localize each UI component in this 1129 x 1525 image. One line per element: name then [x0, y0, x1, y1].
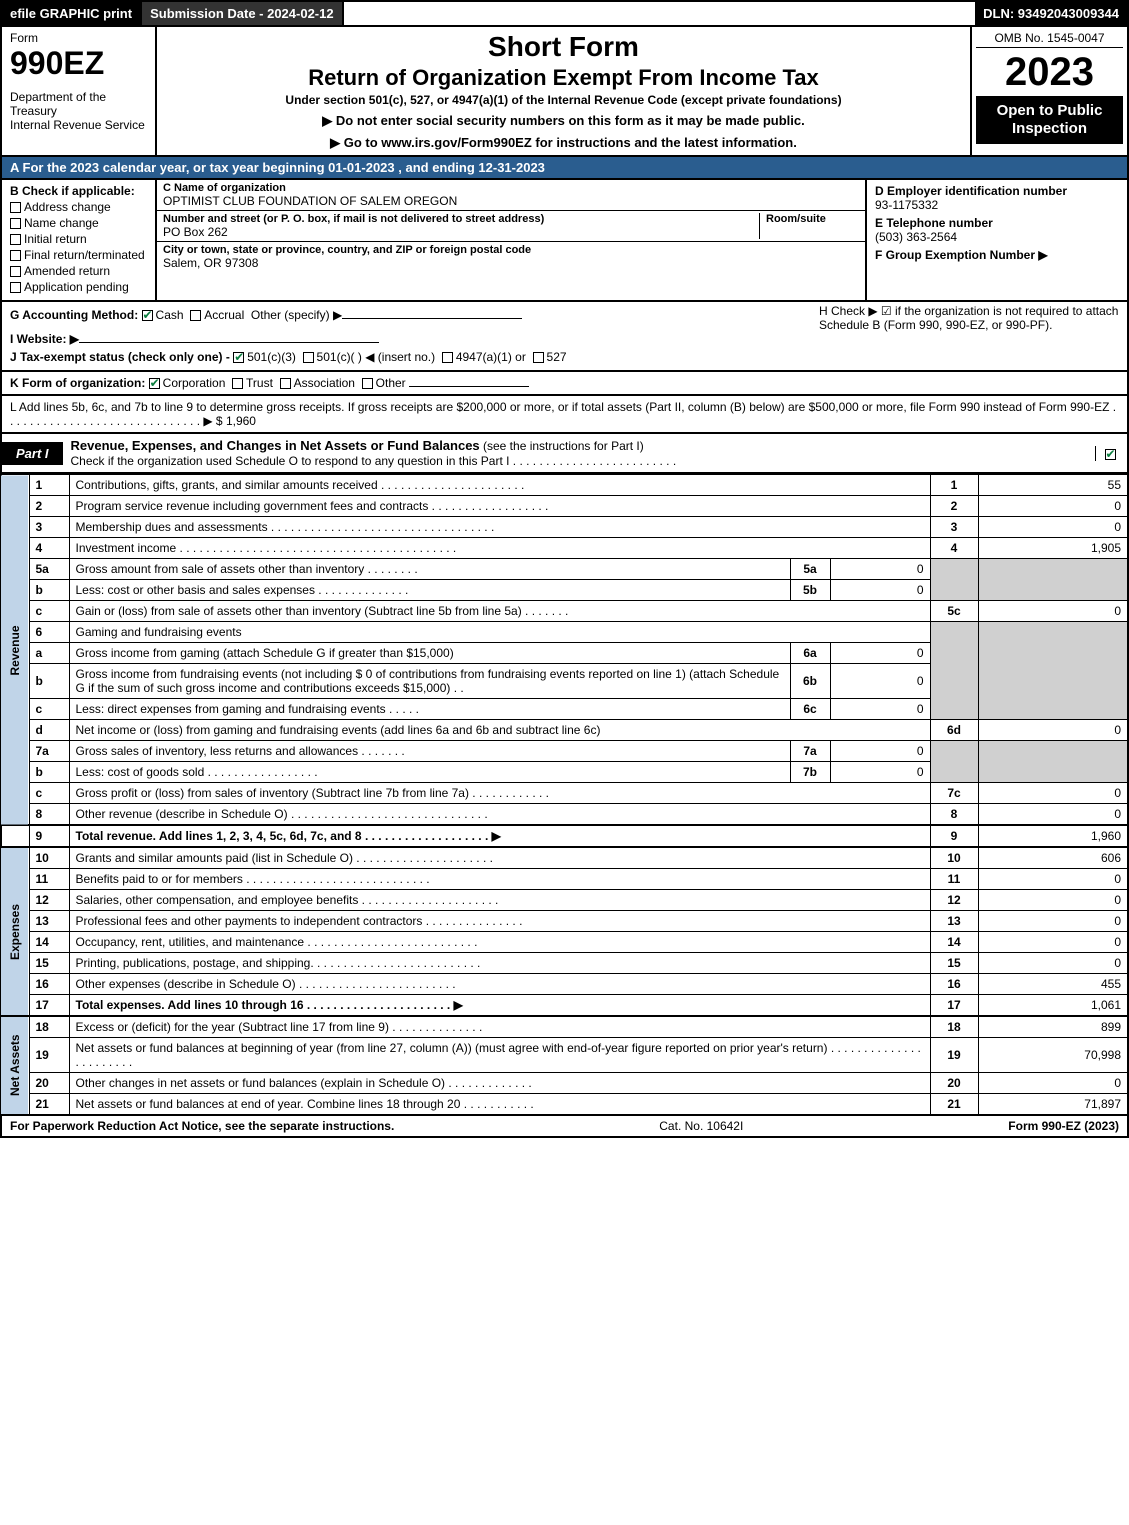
l-gross-receipts: L Add lines 5b, 6c, and 7b to line 9 to …: [0, 396, 1129, 434]
col-b-checkboxes: B Check if applicable: Address change Na…: [2, 180, 157, 300]
header-center: Short Form Return of Organization Exempt…: [157, 27, 972, 155]
line-5a: 5aGross amount from sale of assets other…: [1, 559, 1128, 580]
footer-cat: Cat. No. 10642I: [394, 1119, 1008, 1133]
irs-label: Internal Revenue Service: [10, 118, 147, 132]
form-number: 990EZ: [10, 45, 147, 82]
line-8: 8Other revenue (describe in Schedule O) …: [1, 804, 1128, 826]
c-city-lbl: City or town, state or province, country…: [163, 244, 859, 256]
col-c-org: C Name of organization OPTIMIST CLUB FOU…: [157, 180, 867, 300]
grp-lbl: F Group Exemption Number ▶: [875, 248, 1048, 262]
j-row: J Tax-exempt status (check only one) - 5…: [10, 350, 1119, 364]
line-2: 2Program service revenue including gover…: [1, 496, 1128, 517]
identity-block: B Check if applicable: Address change Na…: [0, 180, 1129, 302]
section-a-calendar: A For the 2023 calendar year, or tax yea…: [0, 157, 1129, 180]
chk-amended[interactable]: Amended return: [10, 264, 147, 278]
line-19: 19Net assets or fund balances at beginni…: [1, 1038, 1128, 1073]
line-17: 17Total expenses. Add lines 10 through 1…: [1, 995, 1128, 1017]
line-7a: 7aGross sales of inventory, less returns…: [1, 741, 1128, 762]
line-21: 21Net assets or fund balances at end of …: [1, 1094, 1128, 1116]
col-d-ids: D Employer identification number93-11753…: [867, 180, 1127, 300]
tel-lbl: E Telephone number: [875, 216, 993, 230]
line-5c: cGain or (loss) from sale of assets othe…: [1, 601, 1128, 622]
line-12: 12Salaries, other compensation, and empl…: [1, 890, 1128, 911]
submission-date: Submission Date - 2024-02-12: [142, 2, 344, 25]
line-3: 3Membership dues and assessments . . . .…: [1, 517, 1128, 538]
c-street-lbl: Number and street (or P. O. box, if mail…: [163, 213, 759, 225]
financial-table: Revenue 1 Contributions, gifts, grants, …: [0, 474, 1129, 1116]
chk-501c[interactable]: [303, 352, 314, 363]
line-4: 4Investment income . . . . . . . . . . .…: [1, 538, 1128, 559]
ein-lbl: D Employer identification number: [875, 184, 1067, 198]
ein-value: 93-1175332: [875, 198, 938, 212]
return-subtitle: Return of Organization Exempt From Incom…: [169, 65, 958, 91]
page-footer: For Paperwork Reduction Act Notice, see …: [0, 1116, 1129, 1138]
chk-527[interactable]: [533, 352, 544, 363]
line-15: 15Printing, publications, postage, and s…: [1, 953, 1128, 974]
org-city: Salem, OR 97308: [163, 256, 859, 270]
short-form-title: Short Form: [169, 31, 958, 63]
c-name-lbl: C Name of organization: [163, 182, 859, 194]
part1-tab: Part I: [2, 442, 63, 465]
open-public-badge: Open to Public Inspection: [976, 96, 1123, 144]
tax-year: 2023: [976, 52, 1123, 92]
chk-cash[interactable]: [142, 310, 153, 321]
chk-4947[interactable]: [442, 352, 453, 363]
omb-number: OMB No. 1545-0047: [976, 31, 1123, 48]
line-11: 11Benefits paid to or for members . . . …: [1, 869, 1128, 890]
chk-corp[interactable]: [149, 378, 160, 389]
h-schedule-b: H Check ▶ ☑ if the organization is not r…: [819, 304, 1119, 332]
footer-left: For Paperwork Reduction Act Notice, see …: [10, 1119, 394, 1133]
warn-goto[interactable]: ▶ Go to www.irs.gov/Form990EZ for instru…: [169, 135, 958, 151]
form-header: Form 990EZ Department of the Treasury In…: [0, 27, 1129, 157]
part1-title: Revenue, Expenses, and Changes in Net As…: [63, 434, 1095, 472]
line-14: 14Occupancy, rent, utilities, and mainte…: [1, 932, 1128, 953]
org-name: OPTIMIST CLUB FOUNDATION OF SALEM OREGON: [163, 194, 859, 208]
line-6: 6Gaming and fundraising events: [1, 622, 1128, 643]
top-bar: efile GRAPHIC print Submission Date - 20…: [0, 0, 1129, 27]
dln-label: DLN: 93492043009344: [975, 2, 1127, 25]
form-word: Form: [10, 31, 147, 45]
i-row: I Website: ▶: [10, 332, 1119, 346]
netassets-tab: Net Assets: [1, 1016, 29, 1115]
chk-pending[interactable]: Application pending: [10, 280, 147, 294]
org-street: PO Box 262: [163, 225, 759, 239]
header-left: Form 990EZ Department of the Treasury In…: [2, 27, 157, 155]
chk-501c3[interactable]: [233, 352, 244, 363]
chk-initial[interactable]: Initial return: [10, 232, 147, 246]
chk-address[interactable]: Address change: [10, 200, 147, 214]
line-20: 20Other changes in net assets or fund ba…: [1, 1073, 1128, 1094]
line-10: Expenses 10Grants and similar amounts pa…: [1, 847, 1128, 869]
b-header: B Check if applicable:: [10, 184, 147, 198]
c-room-lbl: Room/suite: [766, 213, 859, 225]
warn-ssn: ▶ Do not enter social security numbers o…: [169, 113, 958, 129]
under-section: Under section 501(c), 527, or 4947(a)(1)…: [169, 93, 958, 107]
line-9: 9Total revenue. Add lines 1, 2, 3, 4, 5c…: [1, 825, 1128, 847]
k-row: K Form of organization: Corporation Trus…: [0, 372, 1129, 396]
line-16: 16Other expenses (describe in Schedule O…: [1, 974, 1128, 995]
accounting-block: H Check ▶ ☑ if the organization is not r…: [0, 302, 1129, 372]
chk-name[interactable]: Name change: [10, 216, 147, 230]
dept-label: Department of the Treasury: [10, 90, 147, 118]
header-right: OMB No. 1545-0047 2023 Open to Public In…: [972, 27, 1127, 155]
part1-checkbox[interactable]: [1095, 446, 1127, 461]
chk-accrual[interactable]: [190, 310, 201, 321]
revenue-tab: Revenue: [1, 475, 29, 826]
expenses-tab: Expenses: [1, 847, 29, 1016]
line-13: 13Professional fees and other payments t…: [1, 911, 1128, 932]
efile-label[interactable]: efile GRAPHIC print: [2, 2, 142, 25]
tel-value: (503) 363-2564: [875, 230, 957, 244]
line-18: Net Assets 18Excess or (deficit) for the…: [1, 1016, 1128, 1038]
line-1: Revenue 1 Contributions, gifts, grants, …: [1, 475, 1128, 496]
chk-assoc[interactable]: [280, 378, 291, 389]
footer-form: Form 990-EZ (2023): [1008, 1119, 1119, 1133]
chk-trust[interactable]: [232, 378, 243, 389]
line-7c: cGross profit or (loss) from sales of in…: [1, 783, 1128, 804]
line-6d: dNet income or (loss) from gaming and fu…: [1, 720, 1128, 741]
chk-other[interactable]: [362, 378, 373, 389]
chk-final[interactable]: Final return/terminated: [10, 248, 147, 262]
part1-header: Part I Revenue, Expenses, and Changes in…: [0, 434, 1129, 474]
